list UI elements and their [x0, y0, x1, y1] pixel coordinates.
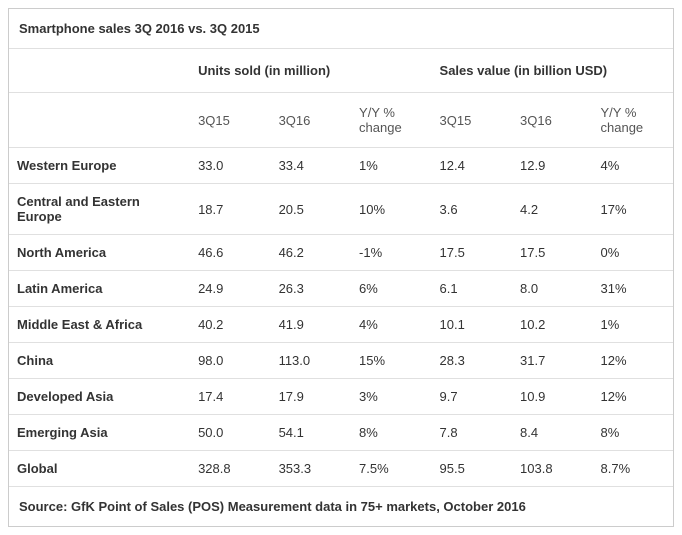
- value-yoy: 8.7%: [593, 451, 674, 487]
- units-3q15: 18.7: [190, 184, 270, 235]
- value-yoy: 1%: [593, 307, 674, 343]
- value-yoy-header: Y/Y % change: [593, 93, 674, 148]
- units-3q15: 50.0: [190, 415, 270, 451]
- units-3q15-header: 3Q15: [190, 93, 270, 148]
- table-row: Western Europe33.033.41%12.412.94%: [9, 148, 673, 184]
- units-3q16-header: 3Q16: [271, 93, 351, 148]
- value-yoy: 31%: [593, 271, 674, 307]
- units-3q16: 20.5: [271, 184, 351, 235]
- units-yoy: 7.5%: [351, 451, 431, 487]
- value-3q16: 31.7: [512, 343, 592, 379]
- units-3q16: 54.1: [271, 415, 351, 451]
- units-3q15: 40.2: [190, 307, 270, 343]
- units-3q15: 24.9: [190, 271, 270, 307]
- units-yoy: 1%: [351, 148, 431, 184]
- units-3q16: 17.9: [271, 379, 351, 415]
- value-header: Sales value (in billion USD): [432, 49, 673, 93]
- region-cell: Central and Eastern Europe: [9, 184, 190, 235]
- units-yoy-header: Y/Y % change: [351, 93, 431, 148]
- units-yoy: 15%: [351, 343, 431, 379]
- units-3q16: 46.2: [271, 235, 351, 271]
- table-row: Latin America24.926.36%6.18.031%: [9, 271, 673, 307]
- units-yoy: -1%: [351, 235, 431, 271]
- region-cell: Middle East & Africa: [9, 307, 190, 343]
- value-3q15: 95.5: [432, 451, 512, 487]
- units-3q15: 98.0: [190, 343, 270, 379]
- region-cell: North America: [9, 235, 190, 271]
- table-row: Central and Eastern Europe18.720.510%3.6…: [9, 184, 673, 235]
- region-cell: Global: [9, 451, 190, 487]
- value-yoy: 4%: [593, 148, 674, 184]
- title-row: Smartphone sales 3Q 2016 vs. 3Q 2015: [9, 9, 673, 49]
- region-cell: Emerging Asia: [9, 415, 190, 451]
- value-3q15: 3.6: [432, 184, 512, 235]
- sales-table: Smartphone sales 3Q 2016 vs. 3Q 2015 Uni…: [9, 9, 673, 526]
- units-yoy: 3%: [351, 379, 431, 415]
- value-3q15: 7.8: [432, 415, 512, 451]
- table-row: North America46.646.2-1%17.517.50%: [9, 235, 673, 271]
- source-row: Source: GfK Point of Sales (POS) Measure…: [9, 487, 673, 527]
- value-3q16: 12.9: [512, 148, 592, 184]
- value-3q15: 10.1: [432, 307, 512, 343]
- value-yoy: 8%: [593, 415, 674, 451]
- value-3q15: 6.1: [432, 271, 512, 307]
- units-yoy: 8%: [351, 415, 431, 451]
- table-row: Middle East & Africa40.241.94%10.110.21%: [9, 307, 673, 343]
- value-3q15-header: 3Q15: [432, 93, 512, 148]
- group-header-row: Units sold (in million) Sales value (in …: [9, 49, 673, 93]
- units-3q15: 46.6: [190, 235, 270, 271]
- units-yoy: 6%: [351, 271, 431, 307]
- value-3q16: 4.2: [512, 184, 592, 235]
- units-3q16: 113.0: [271, 343, 351, 379]
- value-3q16: 10.2: [512, 307, 592, 343]
- table-row: Developed Asia17.417.93%9.710.912%: [9, 379, 673, 415]
- empty-subheader: [9, 93, 190, 148]
- region-cell: China: [9, 343, 190, 379]
- value-3q16: 8.0: [512, 271, 592, 307]
- units-3q16: 33.4: [271, 148, 351, 184]
- table-row: China98.0113.015%28.331.712%: [9, 343, 673, 379]
- units-3q16: 41.9: [271, 307, 351, 343]
- value-3q16: 8.4: [512, 415, 592, 451]
- sub-header-row: 3Q15 3Q16 Y/Y % change 3Q15 3Q16 Y/Y % c…: [9, 93, 673, 148]
- table-row: Global328.8353.37.5%95.5103.88.7%: [9, 451, 673, 487]
- value-3q15: 12.4: [432, 148, 512, 184]
- units-yoy: 4%: [351, 307, 431, 343]
- empty-header: [9, 49, 190, 93]
- table-row: Emerging Asia50.054.18%7.88.48%: [9, 415, 673, 451]
- units-yoy: 10%: [351, 184, 431, 235]
- region-cell: Latin America: [9, 271, 190, 307]
- units-header: Units sold (in million): [190, 49, 431, 93]
- value-3q16: 103.8: [512, 451, 592, 487]
- value-yoy: 12%: [593, 343, 674, 379]
- value-3q15: 9.7: [432, 379, 512, 415]
- source-text: Source: GfK Point of Sales (POS) Measure…: [9, 487, 673, 527]
- value-3q15: 17.5: [432, 235, 512, 271]
- value-3q16: 10.9: [512, 379, 592, 415]
- table-title: Smartphone sales 3Q 2016 vs. 3Q 2015: [9, 9, 673, 49]
- units-3q15: 17.4: [190, 379, 270, 415]
- value-yoy: 12%: [593, 379, 674, 415]
- region-cell: Western Europe: [9, 148, 190, 184]
- units-3q15: 33.0: [190, 148, 270, 184]
- value-yoy: 0%: [593, 235, 674, 271]
- units-3q16: 353.3: [271, 451, 351, 487]
- region-cell: Developed Asia: [9, 379, 190, 415]
- value-yoy: 17%: [593, 184, 674, 235]
- units-3q15: 328.8: [190, 451, 270, 487]
- value-3q16: 17.5: [512, 235, 592, 271]
- value-3q15: 28.3: [432, 343, 512, 379]
- table-container: Smartphone sales 3Q 2016 vs. 3Q 2015 Uni…: [8, 8, 674, 527]
- units-3q16: 26.3: [271, 271, 351, 307]
- value-3q16-header: 3Q16: [512, 93, 592, 148]
